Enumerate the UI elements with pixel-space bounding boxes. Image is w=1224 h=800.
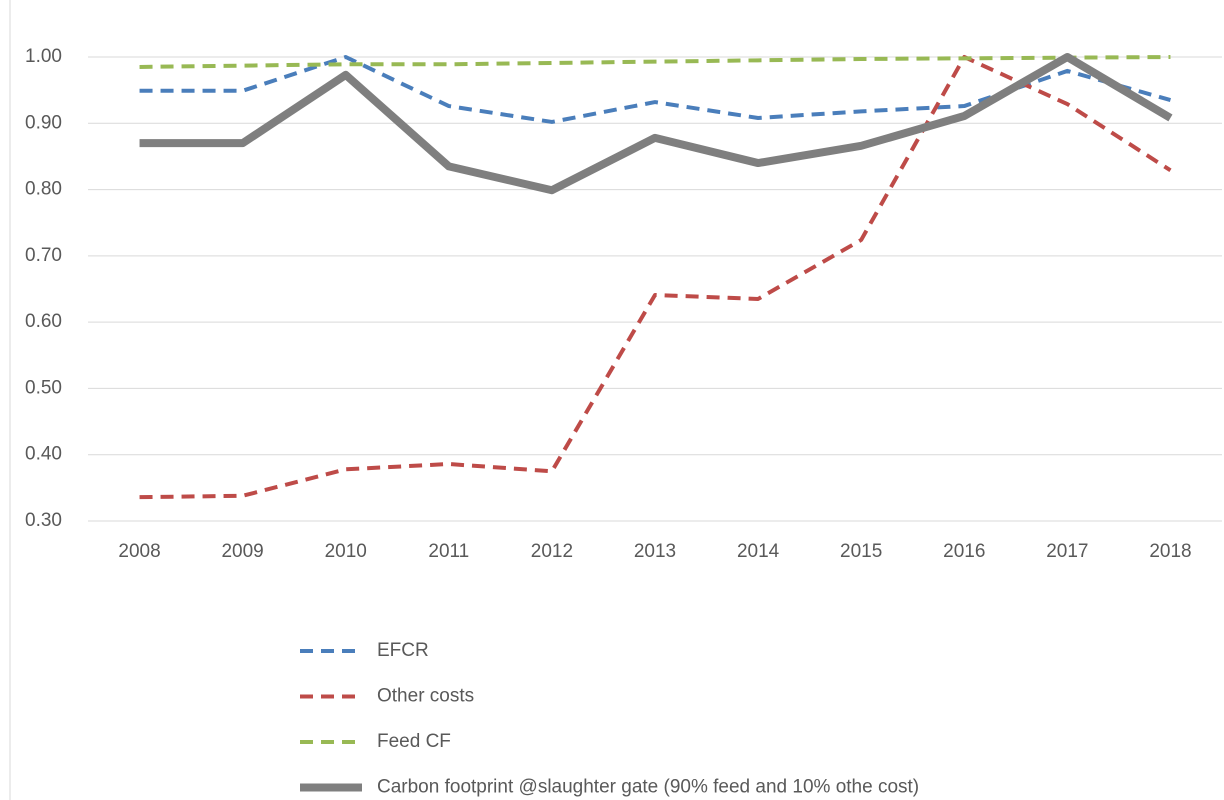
y-tick-label: 0.50 xyxy=(25,377,62,398)
legend-label: EFCR xyxy=(377,640,429,661)
x-tick-label: 2017 xyxy=(1046,541,1088,562)
x-tick-label: 2011 xyxy=(428,541,469,562)
y-tick-label: 0.70 xyxy=(25,245,62,266)
y-tick-label: 0.40 xyxy=(25,444,62,465)
x-tick-label: 2015 xyxy=(840,541,882,562)
y-tick-label: 0.90 xyxy=(25,112,62,133)
y-tick-label: 0.80 xyxy=(25,179,62,200)
legend-label: Carbon footprint @slaughter gate (90% fe… xyxy=(377,777,919,798)
x-tick-label: 2013 xyxy=(634,541,676,562)
y-tick-label: 0.60 xyxy=(25,311,62,332)
series-line xyxy=(139,53,1173,195)
x-tick-label: 2008 xyxy=(118,541,160,562)
y-tick-label: 0.30 xyxy=(25,510,62,531)
x-tick-label: 2014 xyxy=(737,541,780,562)
x-tick-label: 2018 xyxy=(1149,541,1191,562)
series-line xyxy=(139,55,1171,69)
x-tick-label: 2009 xyxy=(221,541,263,562)
x-tick-label: 2016 xyxy=(943,541,985,562)
x-tick-label: 2012 xyxy=(531,541,573,562)
legend-label: Feed CF xyxy=(377,731,451,752)
series-line xyxy=(139,55,1172,500)
y-tick-label: 1.00 xyxy=(25,46,62,67)
x-tick-label: 2010 xyxy=(325,541,367,562)
legend-label: Other costs xyxy=(377,686,474,707)
